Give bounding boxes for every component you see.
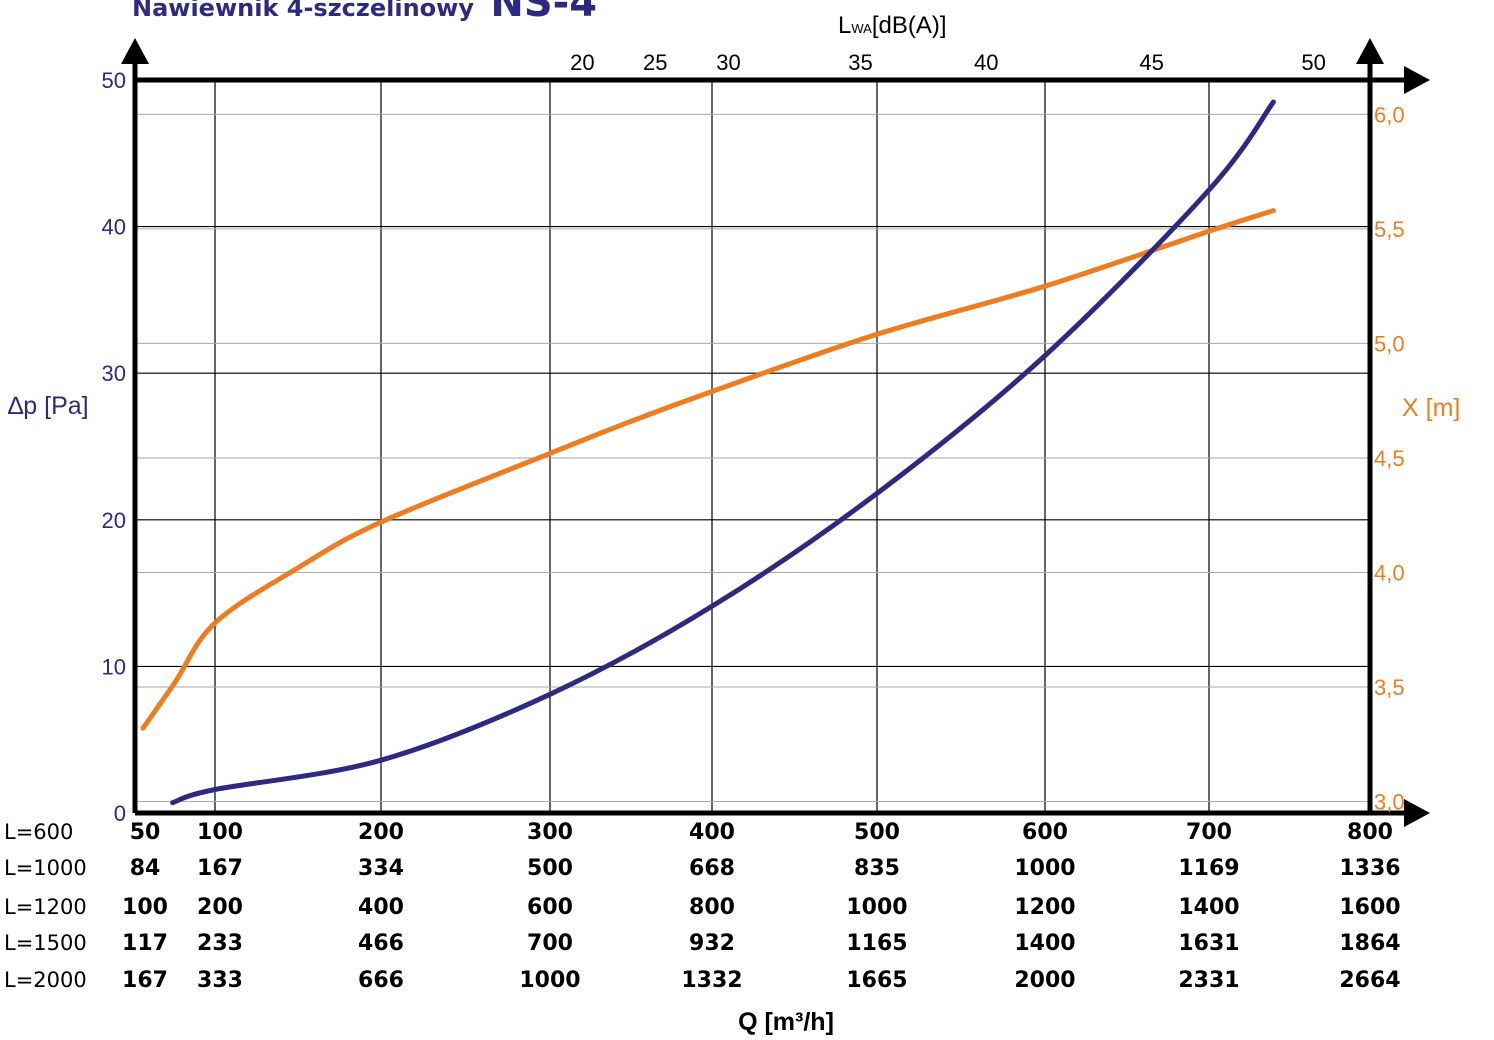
top-axis-label-unit: [dB(A)] (872, 12, 947, 39)
table-cell: 466 (358, 931, 404, 956)
left-tick-label: 20 (102, 508, 126, 533)
top-axis-arrow (1404, 66, 1430, 94)
right-tick-label: 4,0 (1374, 560, 1405, 585)
throw-distance-curve (140, 208, 1276, 731)
table-cell: 400 (689, 820, 735, 845)
table-cell: 1336 (1339, 856, 1400, 881)
top-tick-label: 20 (570, 50, 594, 75)
table-cell: 200 (358, 820, 404, 845)
top-tick-label: 35 (848, 50, 872, 75)
table-cell: 1169 (1178, 856, 1239, 881)
chart-title-text: Nawiewnik 4-szczelinowy (132, 0, 474, 22)
x-axis-label: Q [m³/h] (738, 1008, 834, 1036)
tick-labels: 0 10 20 30 40 50 3,0 3,5 4,0 4,5 5,0 5,5 6,0 20 25 30 35… (102, 50, 1405, 826)
left-tick-label: 40 (102, 215, 126, 240)
top-tick-label: 25 (643, 50, 667, 75)
table-row-label: L=600 (4, 820, 73, 844)
table-cell: 700 (1186, 820, 1232, 845)
table-cell: 300 (527, 820, 573, 845)
table-cell: 100 (122, 895, 168, 920)
bottom-axis-arrow (1404, 799, 1430, 827)
table-cell: 200 (197, 895, 243, 920)
right-axis-label: X [m] (1402, 394, 1460, 422)
table-cell: 2664 (1339, 968, 1400, 993)
table-cell: 1400 (1014, 931, 1075, 956)
table-row-label: L=2000 (4, 968, 87, 992)
table-cell: 600 (1022, 820, 1068, 845)
right-tick-label: 5,0 (1374, 331, 1405, 356)
table-cell: 167 (197, 856, 243, 881)
table-cell: 1000 (1014, 856, 1075, 881)
top-axis-label-sub: WA (851, 21, 872, 36)
table-cell: 84 (130, 856, 161, 881)
table-cell: 400 (358, 895, 404, 920)
length-table: L=600 50 100 200 300 400 500 600 700 800 L=1000 84 1… (4, 820, 1401, 993)
chart-title-model: NS-4 (490, 0, 597, 26)
left-tick-label: 0 (114, 801, 126, 826)
curves (140, 99, 1276, 806)
left-axis-arrow (121, 38, 149, 64)
right-tick-label: 5,5 (1374, 217, 1405, 242)
left-axis-label: ∆p [Pa] (8, 392, 89, 420)
right-tick-label: 4,5 (1374, 446, 1405, 471)
table-cell: 334 (358, 856, 404, 881)
table-cell: 1864 (1339, 931, 1400, 956)
table-cell: 117 (122, 931, 168, 956)
table-cell: 700 (527, 931, 573, 956)
table-cell: 835 (854, 856, 900, 881)
chart-title: Nawiewnik 4-szczelinowy NS-4 (132, 0, 597, 26)
right-tick-label: 6,0 (1374, 102, 1405, 127)
table-row-label: L=1000 (4, 856, 87, 880)
left-tick-label: 50 (102, 68, 126, 93)
table-cell: 800 (689, 895, 735, 920)
table-cell: 1665 (846, 968, 907, 993)
table-cell: 1165 (846, 931, 907, 956)
right-tick-label: 3,0 (1374, 790, 1405, 815)
table-cell: 333 (197, 968, 243, 993)
table-cell: 50 (130, 820, 161, 845)
table-row-label: L=1200 (4, 895, 87, 919)
table-cell: 1000 (519, 968, 580, 993)
table-cell: 1332 (681, 968, 742, 993)
table-cell: 800 (1347, 820, 1393, 845)
table-cell: 500 (854, 820, 900, 845)
right-tick-label: 3,5 (1374, 675, 1405, 700)
table-cell: 932 (689, 931, 735, 956)
table-cell: 1631 (1178, 931, 1239, 956)
top-tick-label: 40 (974, 50, 998, 75)
table-cell: 600 (527, 895, 573, 920)
top-tick-label: 50 (1301, 50, 1325, 75)
right-axis-arrow (1356, 38, 1384, 64)
top-axis-label: LWA[dB(A)] (838, 12, 947, 39)
table-cell: 2331 (1178, 968, 1239, 993)
table-cell: 233 (197, 931, 243, 956)
top-axis-label-main: L (838, 12, 851, 39)
table-cell: 2000 (1014, 968, 1075, 993)
table-cell: 1600 (1339, 895, 1400, 920)
table-cell: 500 (527, 856, 573, 881)
grid-lines (135, 80, 1371, 813)
top-tick-label: 45 (1139, 50, 1163, 75)
table-cell: 167 (122, 968, 168, 993)
table-cell: 100 (197, 820, 243, 845)
table-cell: 666 (358, 968, 404, 993)
left-tick-label: 30 (102, 361, 126, 386)
axes (121, 38, 1430, 827)
pressure-drop-curve (170, 99, 1276, 806)
table-cell: 1400 (1178, 895, 1239, 920)
table-cell: 1000 (846, 895, 907, 920)
top-tick-label: 30 (716, 50, 740, 75)
table-row-label: L=1500 (4, 931, 87, 955)
table-cell: 668 (689, 856, 735, 881)
table-cell: 1200 (1014, 895, 1075, 920)
left-tick-label: 10 (102, 654, 126, 679)
